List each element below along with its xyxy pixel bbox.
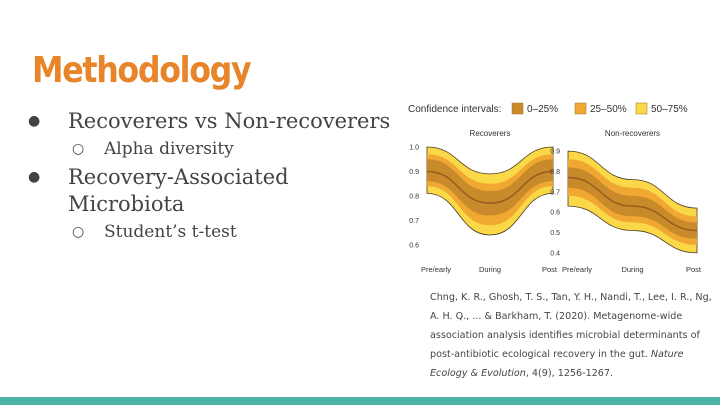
bullet-item: ● Recovery-Associated Microbiota xyxy=(28,164,398,218)
y-tick-label: 0.9 xyxy=(550,149,560,156)
band-50 xyxy=(568,167,697,239)
citation-details: , 4(9), 1256-1267. xyxy=(525,368,614,379)
x-tick-label: Post xyxy=(542,265,558,274)
citation: Chng, K. R., Ghosh, T. S., Tan, Y. H., N… xyxy=(430,288,712,383)
slide-title: Methodology xyxy=(32,50,252,91)
y-tick-label: 0.8 xyxy=(409,193,419,200)
bullet-list: ● Recoverers vs Non-recoverers ○ Alpha div… xyxy=(28,108,398,247)
ring-bullet-icon: ○ xyxy=(72,224,85,240)
footer-bar xyxy=(0,397,720,405)
band-75 xyxy=(427,154,553,226)
x-tick-label: Pre/early xyxy=(562,265,592,274)
y-tick-label: 0.5 xyxy=(550,230,560,237)
y-tick-label: 0.4 xyxy=(550,250,560,257)
median-line xyxy=(567,176,698,232)
y-tick-label: 0.6 xyxy=(409,242,419,249)
legend-label: 50–75% xyxy=(651,104,688,115)
panel-title: Non-recoverers xyxy=(605,129,660,138)
confidence-interval-figure: Confidence intervals: 0–25% 25–50% 50–75% … xyxy=(408,102,702,274)
sub-bullet-text: Alpha diversity xyxy=(104,139,234,159)
bullet-text: Recoverers vs Non-recoverers xyxy=(68,109,391,133)
legend-swatch xyxy=(574,102,587,115)
panel-title: Recoverers xyxy=(470,129,511,138)
bullet-item: ● Recoverers vs Non-recoverers xyxy=(28,108,398,135)
bullet-dot-icon: ● xyxy=(28,113,41,129)
citation-journal: Nature Ecology & Evolution xyxy=(430,349,684,379)
x-tick-label: During xyxy=(479,265,501,274)
y-tick-label: 0.9 xyxy=(409,169,419,176)
sub-bullet-item: ○ Alpha diversity xyxy=(28,137,398,161)
ring-bullet-icon: ○ xyxy=(72,141,85,157)
bullet-dot-icon: ● xyxy=(28,169,41,185)
y-tick-label: 0.7 xyxy=(550,189,560,196)
y-tick-label: 0.7 xyxy=(409,218,419,225)
x-tick-label: Post xyxy=(686,265,702,274)
legend-title: Confidence intervals: xyxy=(408,104,501,115)
median-line xyxy=(426,170,554,205)
legend-swatch xyxy=(635,102,648,115)
bullet-text: Recovery-Associated Microbiota xyxy=(68,165,289,216)
legend-label: 25–50% xyxy=(590,104,627,115)
x-tick-label: During xyxy=(621,265,643,274)
band-50 xyxy=(427,159,553,216)
sub-bullet-item: ○ Student’s t-test xyxy=(28,220,398,244)
sub-bullet-text: Student’s t-test xyxy=(104,222,237,242)
y-tick-label: 0.8 xyxy=(550,169,560,176)
legend-label: 0–25% xyxy=(527,104,558,115)
x-tick-label: Pre/early xyxy=(421,265,451,274)
y-tick-label: 0.6 xyxy=(550,210,560,217)
y-tick-label: 1.0 xyxy=(409,145,419,152)
citation-authors: Chng, K. R., Ghosh, T. S., Tan, Y. H., N… xyxy=(430,292,712,360)
legend-swatch xyxy=(511,102,524,115)
